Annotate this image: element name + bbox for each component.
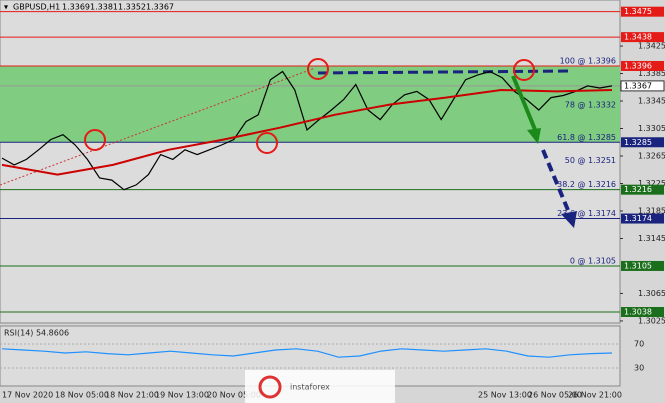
price-tag <box>621 213 664 224</box>
triangle: ▾ <box>4 3 8 12</box>
fib-label: 100 @ 1.3396 <box>560 56 616 65</box>
y-tick-label: 1.3425 <box>638 42 665 51</box>
price-tag-label: 1.3038 <box>624 308 652 317</box>
low: 1.3352 <box>118 3 146 12</box>
price-tag-label: 1.3475 <box>624 7 652 16</box>
price-tag <box>621 6 664 17</box>
high: 1.3381 <box>90 3 118 12</box>
trend-line <box>0 67 316 186</box>
x-tick-label: 17 Nov 2020 <box>2 391 53 400</box>
arrowhead <box>527 128 541 144</box>
x-tick-label: 18 Nov 05:00 <box>55 391 109 400</box>
fib-label: 61.8 @ 1.3285 <box>557 133 616 142</box>
highlight-circle <box>307 58 329 80</box>
x-tick-label: 18 Nov 21:00 <box>105 391 159 400</box>
x-tick-label: 25 Nov 13:00 <box>478 391 532 400</box>
y-tick-label: 1.3305 <box>638 124 665 133</box>
price-tag-label: 1.3216 <box>624 185 652 194</box>
rsi-tick-label: 70 <box>634 340 644 349</box>
price-tag-label: 1.3438 <box>624 33 652 42</box>
fib-label: 38.2 @ 1.3216 <box>557 180 616 189</box>
y-tick-label: 1.3265 <box>638 152 665 161</box>
fib-label: 78 @ 1.3332 <box>565 100 616 109</box>
price-tag <box>621 307 664 318</box>
y-tick-label: 1.3185 <box>638 206 665 215</box>
price-tag <box>621 260 664 271</box>
price-tag-label: 1.3174 <box>624 214 652 223</box>
y-tick-label: 1.3345 <box>638 97 665 106</box>
price-tag-label: 1.3367 <box>624 81 652 90</box>
price-tag-label: 1.3285 <box>624 138 652 147</box>
watermark: instaforex <box>290 383 330 392</box>
price-line <box>1 70 613 191</box>
x-tick-label: 19 Nov 13:00 <box>155 391 209 400</box>
x-tick-label: 20 Nov 05:00 <box>207 391 261 400</box>
highlight-circle <box>256 132 278 154</box>
y-tick-label: 1.3385 <box>638 69 665 78</box>
price-tag <box>621 137 664 148</box>
price-tag-label: 1.3396 <box>624 61 652 70</box>
logo <box>258 375 282 399</box>
y-tick-label: 1.3225 <box>638 179 665 188</box>
rsi-tick-label: 30 <box>634 364 644 373</box>
y-tick-label: 1.3065 <box>638 289 665 298</box>
y-tick-label: 1.3025 <box>638 316 665 325</box>
x-tick-label: 26 Nov 05:00 <box>528 391 582 400</box>
rsi-label: RSI(14) 54.8606 <box>4 329 69 338</box>
fib-label: 50 @ 1.3251 <box>565 156 616 165</box>
resistance-dash <box>317 69 571 75</box>
moving-average <box>1 88 613 176</box>
price-tag <box>621 32 664 43</box>
arrow <box>511 75 538 133</box>
arrow <box>541 149 572 216</box>
main-plot <box>0 0 621 324</box>
open: 1.3369 <box>62 3 90 12</box>
highlight-circle <box>84 129 106 151</box>
price-tag <box>621 60 664 71</box>
close: 1.3367 <box>146 3 174 12</box>
fib-label: 0 @ 1.3105 <box>570 256 616 265</box>
arrowhead <box>561 211 577 228</box>
price-tag-label: 1.3105 <box>624 261 652 270</box>
symbol: GBPUSD,H1 <box>13 3 60 12</box>
rsi-line <box>1 348 613 358</box>
y-tick-label: 1.3145 <box>638 234 665 243</box>
fib-label: 23.6 @ 1.3174 <box>557 209 616 218</box>
zone <box>0 65 620 143</box>
price-tag <box>621 184 664 195</box>
x-tick-label: 26 Nov 21:00 <box>568 391 622 400</box>
header: ▾ GBPUSD,H1 1.3369 1.3381 1.3352 1.3367 <box>4 3 174 12</box>
highlight-circle <box>513 59 535 81</box>
price-tag <box>620 80 665 92</box>
chart-layer: 1.3425 1.3385 1.3345 1.3305 1.3265 1.3225 1.31… <box>0 6 665 403</box>
